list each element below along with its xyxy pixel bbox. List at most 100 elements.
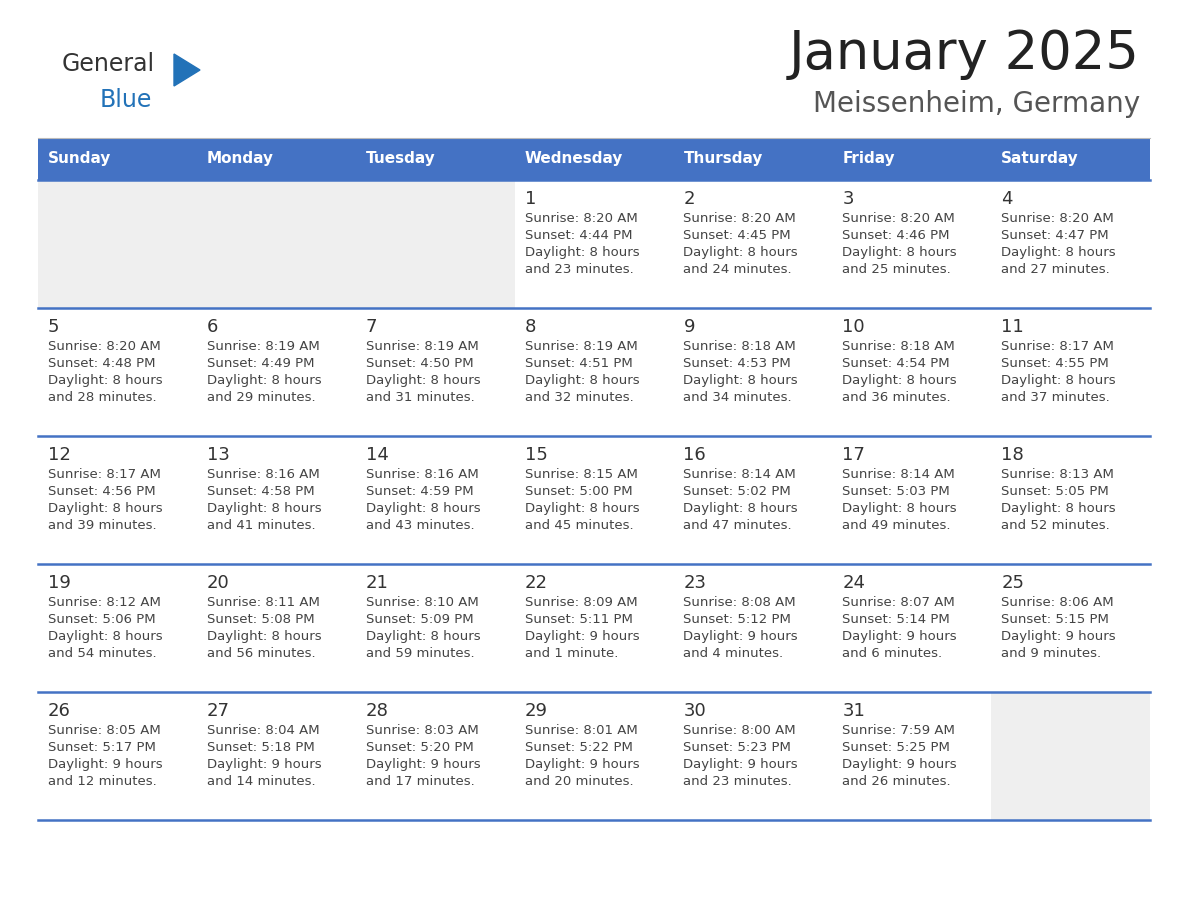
Text: Sunset: 4:49 PM: Sunset: 4:49 PM xyxy=(207,357,315,370)
Bar xyxy=(991,138,1150,180)
Bar xyxy=(991,180,1150,308)
Text: Sunrise: 8:06 AM: Sunrise: 8:06 AM xyxy=(1001,596,1114,609)
Text: and 14 minutes.: and 14 minutes. xyxy=(207,775,316,788)
Bar xyxy=(197,436,355,564)
Text: Sunset: 5:25 PM: Sunset: 5:25 PM xyxy=(842,741,950,754)
Text: and 24 minutes.: and 24 minutes. xyxy=(683,263,792,276)
Text: Sunrise: 8:16 AM: Sunrise: 8:16 AM xyxy=(366,468,479,481)
Text: Sunday: Sunday xyxy=(48,151,112,166)
Bar xyxy=(355,436,514,564)
Bar xyxy=(514,436,674,564)
Text: and 6 minutes.: and 6 minutes. xyxy=(842,647,942,660)
Bar xyxy=(38,138,197,180)
Text: Sunset: 4:48 PM: Sunset: 4:48 PM xyxy=(48,357,156,370)
Text: Sunrise: 8:20 AM: Sunrise: 8:20 AM xyxy=(842,212,955,225)
Bar xyxy=(833,692,991,820)
Text: Sunset: 5:02 PM: Sunset: 5:02 PM xyxy=(683,485,791,498)
Text: Daylight: 8 hours: Daylight: 8 hours xyxy=(525,374,639,387)
Polygon shape xyxy=(173,54,200,86)
Text: Sunrise: 8:15 AM: Sunrise: 8:15 AM xyxy=(525,468,638,481)
Text: 10: 10 xyxy=(842,318,865,336)
Text: Sunset: 5:23 PM: Sunset: 5:23 PM xyxy=(683,741,791,754)
Text: 7: 7 xyxy=(366,318,378,336)
Text: Sunrise: 8:14 AM: Sunrise: 8:14 AM xyxy=(842,468,955,481)
Text: 28: 28 xyxy=(366,702,388,720)
Text: Daylight: 9 hours: Daylight: 9 hours xyxy=(525,630,639,643)
Text: and 47 minutes.: and 47 minutes. xyxy=(683,519,792,532)
Text: 1: 1 xyxy=(525,190,536,208)
Text: Sunrise: 8:01 AM: Sunrise: 8:01 AM xyxy=(525,724,637,737)
Text: Daylight: 8 hours: Daylight: 8 hours xyxy=(1001,246,1116,259)
Text: Sunset: 5:11 PM: Sunset: 5:11 PM xyxy=(525,613,632,626)
Text: 30: 30 xyxy=(683,702,706,720)
Text: Daylight: 8 hours: Daylight: 8 hours xyxy=(683,246,798,259)
Text: Daylight: 8 hours: Daylight: 8 hours xyxy=(207,502,322,515)
Text: 9: 9 xyxy=(683,318,695,336)
Text: Sunset: 5:05 PM: Sunset: 5:05 PM xyxy=(1001,485,1108,498)
Text: and 39 minutes.: and 39 minutes. xyxy=(48,519,157,532)
Text: Daylight: 8 hours: Daylight: 8 hours xyxy=(1001,374,1116,387)
Text: Sunrise: 8:09 AM: Sunrise: 8:09 AM xyxy=(525,596,637,609)
Text: 12: 12 xyxy=(48,446,71,464)
Text: 21: 21 xyxy=(366,574,388,592)
Text: Daylight: 9 hours: Daylight: 9 hours xyxy=(366,758,480,771)
Bar xyxy=(197,692,355,820)
Text: 2: 2 xyxy=(683,190,695,208)
Bar xyxy=(674,180,833,308)
Text: Tuesday: Tuesday xyxy=(366,151,436,166)
Text: 18: 18 xyxy=(1001,446,1024,464)
Text: Daylight: 8 hours: Daylight: 8 hours xyxy=(842,246,956,259)
Text: January 2025: January 2025 xyxy=(789,28,1140,80)
Bar xyxy=(991,308,1150,436)
Text: Sunrise: 8:00 AM: Sunrise: 8:00 AM xyxy=(683,724,796,737)
Text: and 1 minute.: and 1 minute. xyxy=(525,647,618,660)
Bar xyxy=(38,436,197,564)
Bar xyxy=(991,436,1150,564)
Text: Daylight: 9 hours: Daylight: 9 hours xyxy=(842,758,956,771)
Text: Sunset: 4:59 PM: Sunset: 4:59 PM xyxy=(366,485,473,498)
Text: Sunrise: 8:17 AM: Sunrise: 8:17 AM xyxy=(1001,340,1114,353)
Text: and 25 minutes.: and 25 minutes. xyxy=(842,263,952,276)
Bar xyxy=(355,692,514,820)
Text: 4: 4 xyxy=(1001,190,1012,208)
Text: and 49 minutes.: and 49 minutes. xyxy=(842,519,950,532)
Text: and 32 minutes.: and 32 minutes. xyxy=(525,391,633,404)
Bar xyxy=(991,692,1150,820)
Text: and 31 minutes.: and 31 minutes. xyxy=(366,391,474,404)
Text: Sunset: 4:58 PM: Sunset: 4:58 PM xyxy=(207,485,315,498)
Text: 22: 22 xyxy=(525,574,548,592)
Text: Sunset: 4:44 PM: Sunset: 4:44 PM xyxy=(525,229,632,242)
Text: and 34 minutes.: and 34 minutes. xyxy=(683,391,792,404)
Bar xyxy=(197,564,355,692)
Text: Daylight: 8 hours: Daylight: 8 hours xyxy=(683,502,798,515)
Text: 27: 27 xyxy=(207,702,229,720)
Text: 31: 31 xyxy=(842,702,865,720)
Bar xyxy=(38,180,197,308)
Text: Sunset: 5:06 PM: Sunset: 5:06 PM xyxy=(48,613,156,626)
Bar xyxy=(38,564,197,692)
Text: Thursday: Thursday xyxy=(683,151,763,166)
Text: and 20 minutes.: and 20 minutes. xyxy=(525,775,633,788)
Text: Sunset: 4:56 PM: Sunset: 4:56 PM xyxy=(48,485,156,498)
Bar xyxy=(38,308,197,436)
Text: Sunset: 5:08 PM: Sunset: 5:08 PM xyxy=(207,613,315,626)
Text: Sunrise: 8:14 AM: Sunrise: 8:14 AM xyxy=(683,468,796,481)
Text: Sunrise: 8:19 AM: Sunrise: 8:19 AM xyxy=(525,340,637,353)
Text: and 17 minutes.: and 17 minutes. xyxy=(366,775,474,788)
Text: Sunset: 5:03 PM: Sunset: 5:03 PM xyxy=(842,485,950,498)
Text: 25: 25 xyxy=(1001,574,1024,592)
Text: Daylight: 9 hours: Daylight: 9 hours xyxy=(842,630,956,643)
Text: Daylight: 8 hours: Daylight: 8 hours xyxy=(525,246,639,259)
Text: Daylight: 8 hours: Daylight: 8 hours xyxy=(207,374,322,387)
Bar xyxy=(197,180,355,308)
Bar xyxy=(514,308,674,436)
Bar xyxy=(355,564,514,692)
Bar xyxy=(833,436,991,564)
Bar xyxy=(674,308,833,436)
Text: 29: 29 xyxy=(525,702,548,720)
Text: Daylight: 9 hours: Daylight: 9 hours xyxy=(683,630,798,643)
Text: Sunrise: 8:12 AM: Sunrise: 8:12 AM xyxy=(48,596,160,609)
Text: and 56 minutes.: and 56 minutes. xyxy=(207,647,316,660)
Text: and 43 minutes.: and 43 minutes. xyxy=(366,519,474,532)
Bar xyxy=(991,564,1150,692)
